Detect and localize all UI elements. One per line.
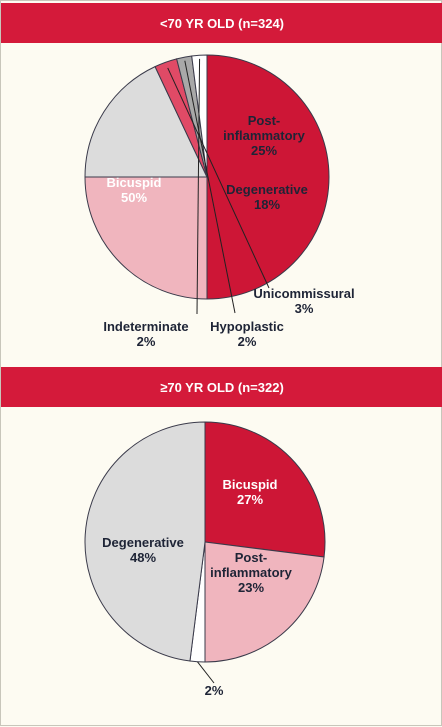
chart1-label-indeterminate: Indeterminate 2% [103, 319, 188, 349]
chart1-leader-unicommissural [167, 67, 270, 289]
chart1-slice-bicuspid [206, 54, 330, 300]
pie-chart-under-70: Bicuspid 50% Post-inflammatory 25% Degenerat… [84, 54, 355, 349]
chart1-leader-indeterminate [196, 58, 201, 315]
chart2-slice-post-inflammatory [204, 541, 325, 663]
chart1-slice-post-inflammatory [84, 176, 208, 300]
chart1-label-post-inflammatory: Post-inflammatory 25% [223, 113, 305, 158]
chart-2-title: ≥70 YR OLD (n=322) [1, 367, 442, 407]
chart1-leader-hypoplastic [184, 60, 236, 314]
chart2-leader-other [197, 661, 215, 684]
chart2-label-bicuspid: Bicuspid 27% [223, 477, 278, 507]
chart2-slice-bicuspid [204, 421, 326, 558]
chart2-label-other: 2% [205, 683, 224, 698]
chart1-slice-degenerative [84, 65, 208, 178]
chart2-slice-degenerative [84, 421, 206, 662]
chart2-label-post-inflammatory: Post-inflammatory 23% [210, 550, 292, 595]
chart-1-title: <70 YR OLD (n=324) [1, 3, 442, 43]
chart1-label-hypoplastic: Hypoplastic 2% [210, 319, 284, 349]
chart1-label-degenerative: Degenerative 18% [226, 182, 308, 212]
chart1-label-bicuspid: Bicuspid 50% [107, 175, 162, 205]
chart2-label-degenerative: Degenerative 48% [102, 535, 184, 565]
chart1-label-unicommissural: Unicommissural 3% [253, 286, 354, 316]
